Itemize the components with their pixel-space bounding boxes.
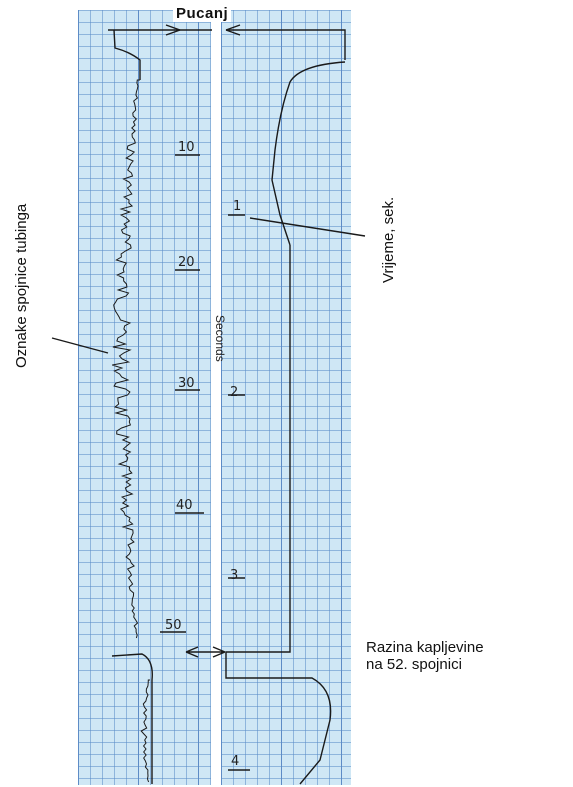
right-scale-4: 4 (231, 754, 240, 769)
bottom-noise-spikes (140, 679, 150, 783)
left-scale-10: 10 (178, 140, 195, 155)
level-arrow (185, 646, 226, 658)
time-label: Vrijeme, sek. (380, 196, 397, 283)
left-scale-20: 20 (178, 255, 195, 270)
chart-strip-right (221, 10, 351, 785)
left-scale-40: 40 (176, 498, 193, 513)
shot-bracket-right (226, 29, 346, 60)
collar-pointer-line (51, 337, 109, 354)
shot-title: Pucanj (173, 5, 232, 22)
left-trace-start (113, 29, 141, 80)
seconds-stamp: Seconds (213, 315, 227, 362)
collar-marks-label: Oznake spojnice tubinga (13, 203, 30, 368)
right-trace-start (271, 61, 346, 246)
collar-mark-trace (112, 79, 140, 639)
left-scale-ticks (160, 154, 204, 633)
shot-arrow-left (165, 24, 181, 36)
liquid-level-label: Razina kapljevine na 52. spojnici (366, 639, 484, 673)
shot-arrow-right (225, 24, 241, 36)
left-scale-30: 30 (178, 376, 195, 391)
liquid-level-line-2: na 52. spojnici (366, 656, 462, 673)
liquid-level-line-1: Razina kapljevine (366, 639, 484, 656)
right-scale-3: 3 (230, 568, 239, 583)
time-pointer-line (249, 217, 366, 237)
left-trace-bottom (111, 653, 153, 784)
right-scale-1: 1 (233, 199, 242, 214)
right-scale-ticks (228, 214, 250, 771)
right-scale-2: 2 (230, 385, 239, 400)
bottom-noise-trace (140, 679, 150, 783)
left-scale-50: 50 (165, 618, 182, 633)
liquid-level-step (225, 640, 332, 785)
chart-strip-left (78, 10, 211, 785)
collar-mark-spikes (112, 79, 140, 639)
